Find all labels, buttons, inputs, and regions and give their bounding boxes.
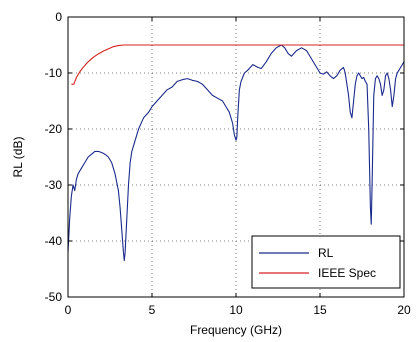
y-tick-label: -50 [45, 290, 63, 304]
ieee-spec-series-line [71, 44, 404, 85]
x-tick-label: 10 [229, 303, 243, 317]
x-tick-label: 20 [397, 303, 411, 317]
axis-ticks: 0 5 10 15 20 0 -10 -20 -30 -40 -50 [45, 10, 411, 317]
grid-lines [68, 17, 404, 297]
y-tick-label: 0 [55, 10, 62, 24]
legend: RL IEEE Spec [251, 235, 401, 289]
y-tick-label: -10 [45, 66, 63, 80]
y-tick-label: -20 [45, 122, 63, 136]
rl-series-line [67, 44, 405, 262]
series-layer [67, 44, 405, 262]
y-tick-label: -30 [45, 178, 63, 192]
legend-label-rl: RL [318, 246, 334, 260]
y-axis-title: RL (dB) [11, 137, 25, 178]
x-axis-title: Frequency (GHz) [190, 323, 282, 337]
x-tick-label: 15 [313, 303, 327, 317]
x-tick-label: 0 [65, 303, 72, 317]
x-tick-label: 5 [149, 303, 156, 317]
y-tick-label: -40 [45, 234, 63, 248]
legend-label-ieee: IEEE Spec [318, 266, 376, 280]
legend-box [251, 235, 401, 289]
